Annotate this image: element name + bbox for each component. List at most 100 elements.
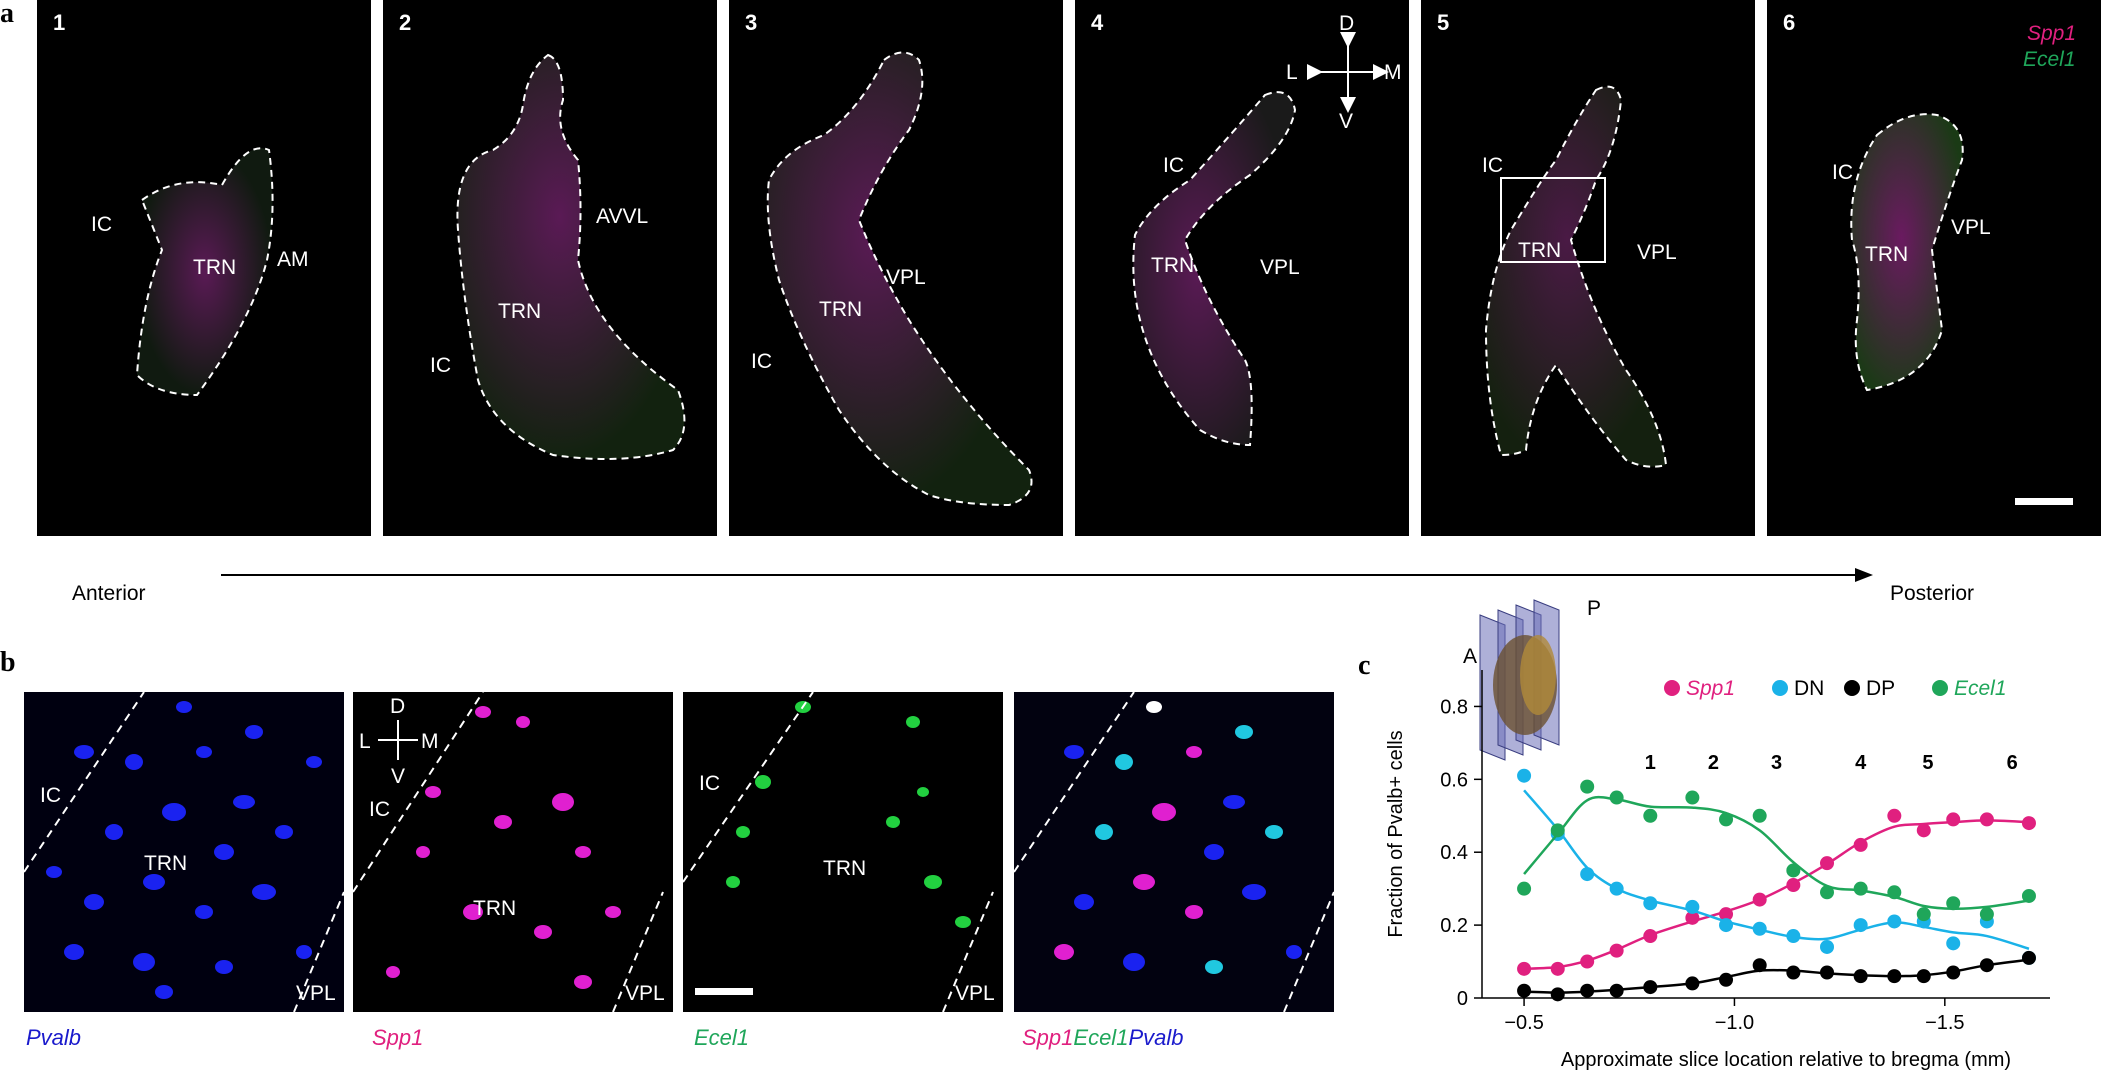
compass-l: L (359, 730, 371, 753)
data-point-dn (1887, 914, 1902, 929)
data-point-ecel1 (1887, 885, 1902, 900)
region-label: IC (1163, 154, 1184, 177)
legend-marker (1772, 680, 1788, 696)
caption-spp1: Spp1 (372, 1025, 424, 1050)
data-point-dn (1946, 936, 1961, 951)
region-label: TRN (1151, 254, 1195, 277)
anterior-label: Anterior (72, 582, 146, 605)
region-label: VPL (1260, 256, 1300, 279)
data-point-dp (1979, 958, 1994, 973)
data-point-dp (2021, 950, 2036, 965)
region-label: TRN (1865, 243, 1909, 266)
data-point-dp (1887, 969, 1902, 984)
slice-panel-2: 2 AVVL TRN IC (383, 0, 717, 536)
compass-d: D (1339, 12, 1355, 35)
panel-a-letter: a (0, 0, 14, 29)
fraction-chart: 0 0.2 0.4 0.6 0.8 −0.5 −1.0 −1.5 Fraction of Pva… (1385, 670, 2050, 1071)
compass-m: M (421, 730, 439, 753)
pvalb-image: IC TRN VPL (24, 692, 344, 1012)
data-point-spp1 (1916, 823, 1931, 838)
region-label: TRN (823, 857, 867, 880)
spp1-image: D V L M IC TRN VPL (353, 692, 673, 1012)
data-point-ecel1 (1752, 808, 1767, 823)
data-point-ecel1 (1517, 881, 1532, 896)
anterior-posterior-arrow (221, 568, 1873, 582)
caption-pvalb: Pvalb (26, 1025, 82, 1050)
slice-marker-label: 1 (1645, 752, 1656, 774)
data-point-spp1 (1580, 954, 1595, 969)
brain-inset-icon (1479, 599, 1560, 761)
series-curve-spp1 (1524, 819, 2030, 971)
x-tick-label: −0.5 (1504, 1012, 1543, 1034)
data-point-dn (1719, 918, 1734, 933)
x-tick-label: −1.5 (1925, 1012, 1964, 1034)
y-tick-label: 0 (1457, 988, 1468, 1010)
data-point-dp (1685, 976, 1700, 991)
panel-b-letter: b (0, 647, 16, 678)
slice-marker-label: 2 (1708, 752, 1719, 774)
data-point-dp (1916, 969, 1931, 984)
caption-merge: Spp1Ecel1Pvalb (1022, 1025, 1184, 1050)
data-point-dp (1517, 983, 1532, 998)
legend-label: DP (1866, 677, 1895, 700)
data-point-dn (1643, 896, 1658, 911)
data-point-dp (1580, 983, 1595, 998)
data-point-spp1 (2021, 816, 2036, 831)
y-tick-label: 0.8 (1440, 696, 1468, 718)
slice-number: 4 (1091, 10, 1104, 35)
inset-label-p: P (1587, 597, 1602, 620)
data-point-ecel1 (1609, 790, 1624, 805)
data-point-ecel1 (1786, 863, 1801, 878)
slice-panel-3: 3 VPL TRN IC (729, 0, 1063, 536)
region-label: VPL (1637, 241, 1677, 264)
slice-marker-label: 3 (1771, 752, 1782, 774)
slice-tissue-outline (766, 51, 1033, 507)
data-point-dp (1820, 965, 1835, 980)
x-axis-label: Approximate slice location relative to b… (1561, 1049, 2011, 1071)
legend-spp1: Spp1 (2027, 22, 2077, 45)
legend-marker (1664, 680, 1680, 696)
data-point-dp (1946, 965, 1961, 980)
compass-v: V (1339, 110, 1354, 133)
region-label: AM (277, 248, 309, 271)
region-label: VPL (625, 982, 665, 1005)
region-label: IC (1832, 161, 1853, 184)
merge-image (1014, 692, 1334, 1012)
data-point-spp1 (1820, 856, 1835, 871)
inset-label-a: A (1463, 645, 1478, 668)
data-point-ecel1 (1550, 823, 1565, 838)
slice-marker-label: 5 (1922, 752, 1933, 774)
region-label: TRN (1518, 239, 1562, 262)
panel-c-letter: c (1358, 650, 1371, 681)
series-curve-dn (1523, 789, 2030, 950)
region-label: TRN (498, 300, 542, 323)
data-point-ecel1 (1979, 907, 1994, 922)
region-label: IC (1482, 154, 1503, 177)
data-point-spp1 (1853, 837, 1868, 852)
compass-m: M (1384, 61, 1402, 84)
slice-tissue-outline (456, 53, 686, 460)
data-point-spp1 (1752, 892, 1767, 907)
region-label: IC (40, 784, 61, 807)
spp1-cells (353, 692, 664, 1012)
region-label: IC (91, 213, 112, 236)
slice-tissue-outline (1850, 113, 2073, 505)
y-axis-label: Fraction of Pvalb+ cells (1385, 730, 1407, 937)
slice-marker-label: 4 (1855, 752, 1867, 774)
data-point-ecel1 (1719, 812, 1734, 827)
data-point-ecel1 (1580, 779, 1595, 794)
region-label: VPL (955, 982, 995, 1005)
merge-cells (1014, 692, 1334, 1012)
caption-ecel1: Ecel1 (694, 1025, 750, 1050)
compass-d: D (390, 695, 406, 718)
y-tick-label: 0.6 (1440, 769, 1468, 791)
data-point-ecel1 (1853, 881, 1868, 896)
legend-label: Spp1 (1686, 677, 1735, 700)
data-point-ecel1 (1916, 907, 1931, 922)
region-label: IC (699, 772, 720, 795)
data-point-dp (1550, 987, 1565, 1002)
slice-panel-6: 6 Spp1 Ecel1 IC TRN VPL (1767, 0, 2101, 536)
legend-label: Ecel1 (1954, 677, 2007, 700)
y-tick-label: 0.2 (1440, 915, 1468, 937)
data-point-spp1 (1979, 812, 1994, 827)
